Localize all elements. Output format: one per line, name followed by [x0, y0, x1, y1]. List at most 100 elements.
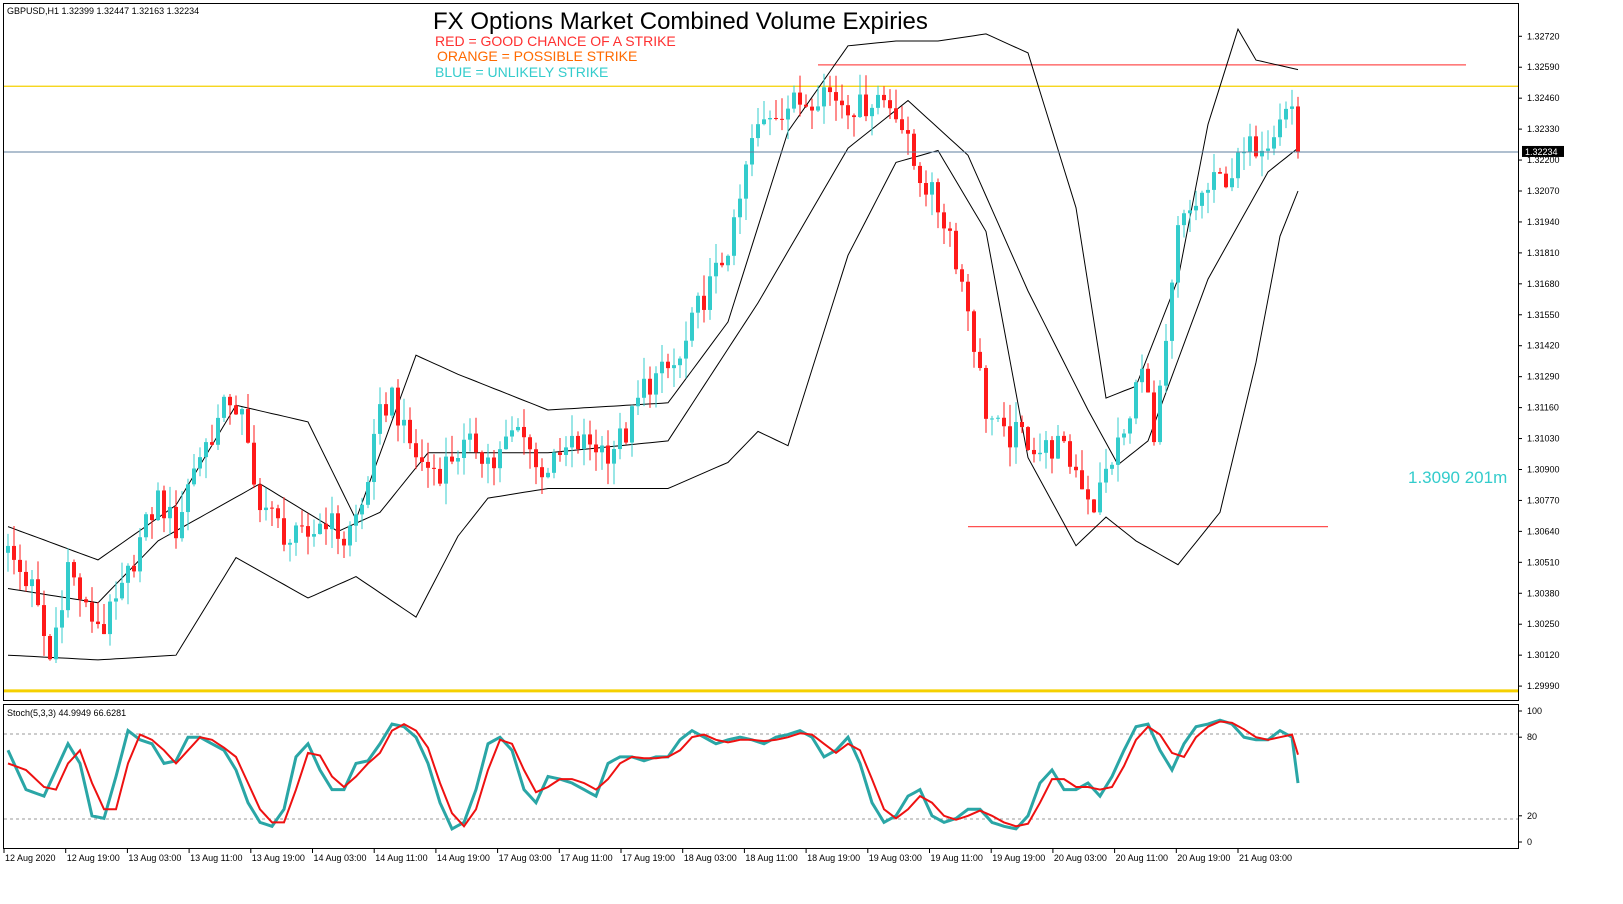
- bull-candle: [750, 138, 754, 165]
- price-tick-label: 1.31030: [1527, 434, 1560, 444]
- bull-candle: [222, 396, 226, 418]
- bull-candle: [600, 445, 604, 453]
- bull-candle: [552, 452, 556, 473]
- bear-candle: [1002, 417, 1006, 427]
- bull-candle: [168, 506, 172, 519]
- bear-candle: [588, 434, 592, 445]
- bear-candle: [24, 571, 28, 587]
- price-tick-label: 1.31290: [1527, 372, 1560, 382]
- bear-candle: [804, 104, 808, 107]
- bear-candle: [1218, 172, 1222, 174]
- middle-band-line: [7, 99, 1299, 604]
- bull-candle: [546, 472, 550, 478]
- bull-candle: [930, 182, 934, 195]
- bear-candle: [900, 119, 904, 131]
- bear-candle: [1062, 435, 1066, 442]
- stoch-tick-label: 100: [1527, 706, 1542, 716]
- bear-candle: [702, 295, 706, 310]
- bull-candle: [402, 419, 406, 426]
- time-tick-label: 20 Aug 11:00: [1116, 853, 1168, 863]
- current-price-label: 1.32234: [1525, 147, 1558, 157]
- price-tick-label: 1.30380: [1527, 588, 1560, 598]
- bear-candle: [966, 281, 970, 312]
- bull-candle: [678, 358, 682, 366]
- time-tick-label: 13 Aug 11:00: [190, 853, 242, 863]
- price-axis: 1.32720 1.32590 1.32460 1.32330 1.32200 1.320…: [1518, 31, 1560, 691]
- bull-candle: [1158, 385, 1162, 443]
- bear-candle: [576, 435, 580, 450]
- bull-candle: [870, 107, 874, 117]
- bear-candle: [864, 94, 868, 117]
- bear-candle: [798, 92, 802, 105]
- bull-candle: [1272, 137, 1276, 149]
- bear-candle: [954, 230, 958, 270]
- bear-candle: [978, 351, 982, 368]
- bear-candle: [624, 428, 628, 443]
- bull-candle: [762, 119, 766, 125]
- bull-candle: [1128, 418, 1132, 434]
- bull-candle: [654, 373, 658, 395]
- bull-candle: [660, 361, 664, 374]
- main-pane-frame: [3, 3, 1519, 701]
- time-tick-label: 14 Aug 19:00: [437, 853, 490, 863]
- bear-candle: [1146, 368, 1150, 393]
- bear-candle: [852, 115, 856, 118]
- stoch-signal-line: [7, 720, 1299, 828]
- bear-candle: [174, 506, 178, 539]
- bull-candle: [318, 523, 322, 535]
- bull-candle: [756, 124, 760, 139]
- time-tick-label: 18 Aug 19:00: [807, 853, 860, 863]
- price-tick-label: 1.32330: [1527, 124, 1560, 134]
- bull-candle: [30, 579, 34, 587]
- bear-candle: [324, 523, 328, 530]
- price-tick-label: 1.30640: [1527, 526, 1560, 536]
- bear-candle: [972, 311, 976, 352]
- bear-candle: [834, 92, 838, 101]
- bull-candle: [204, 442, 208, 458]
- bear-candle: [942, 212, 946, 229]
- candlesticks: [6, 73, 1300, 663]
- bear-candle: [210, 442, 214, 445]
- bear-candle: [918, 165, 922, 184]
- bull-candle: [390, 387, 394, 416]
- bull-candle: [564, 447, 568, 455]
- bull-candle: [768, 117, 772, 120]
- price-tick-label: 1.31810: [1527, 248, 1560, 258]
- bear-candle: [1008, 426, 1012, 448]
- bear-candle: [246, 409, 250, 443]
- bear-candle: [84, 599, 88, 603]
- bull-candle: [1116, 437, 1120, 465]
- bear-candle: [840, 100, 844, 106]
- bear-candle: [912, 133, 916, 166]
- stoch-label: Stoch(5,3,3) 44.9949 66.6281: [7, 708, 126, 718]
- bull-candle: [1188, 210, 1192, 214]
- bull-candle: [180, 512, 184, 539]
- price-tick-label: 1.32590: [1527, 62, 1560, 72]
- bear-candle: [102, 624, 106, 635]
- bull-candle: [1170, 282, 1174, 341]
- bear-candle: [936, 182, 940, 213]
- time-tick-label: 14 Aug 03:00: [314, 853, 367, 863]
- bull-candle: [186, 484, 190, 513]
- bear-candle: [408, 419, 412, 444]
- time-axis: 12 Aug 2020 12 Aug 19:00 13 Aug 03:00 13 Au…: [3, 849, 1292, 863]
- bull-candle: [732, 217, 736, 256]
- bear-candle: [276, 508, 280, 519]
- bear-candle: [606, 445, 610, 464]
- bear-candle: [90, 602, 94, 622]
- price-tick-label: 1.31550: [1527, 310, 1560, 320]
- bear-candle: [666, 361, 670, 369]
- bull-candle: [1134, 382, 1138, 419]
- bull-candle: [696, 295, 700, 313]
- bull-candle: [714, 262, 718, 277]
- bear-candle: [1224, 173, 1228, 188]
- bear-candle: [906, 130, 910, 134]
- bull-candle: [66, 562, 70, 611]
- bull-candle: [354, 514, 358, 526]
- price-tick-label: 1.31680: [1527, 279, 1560, 289]
- time-tick-label: 19 Aug 03:00: [869, 853, 922, 863]
- bull-candle: [822, 87, 826, 107]
- bull-candle: [690, 312, 694, 341]
